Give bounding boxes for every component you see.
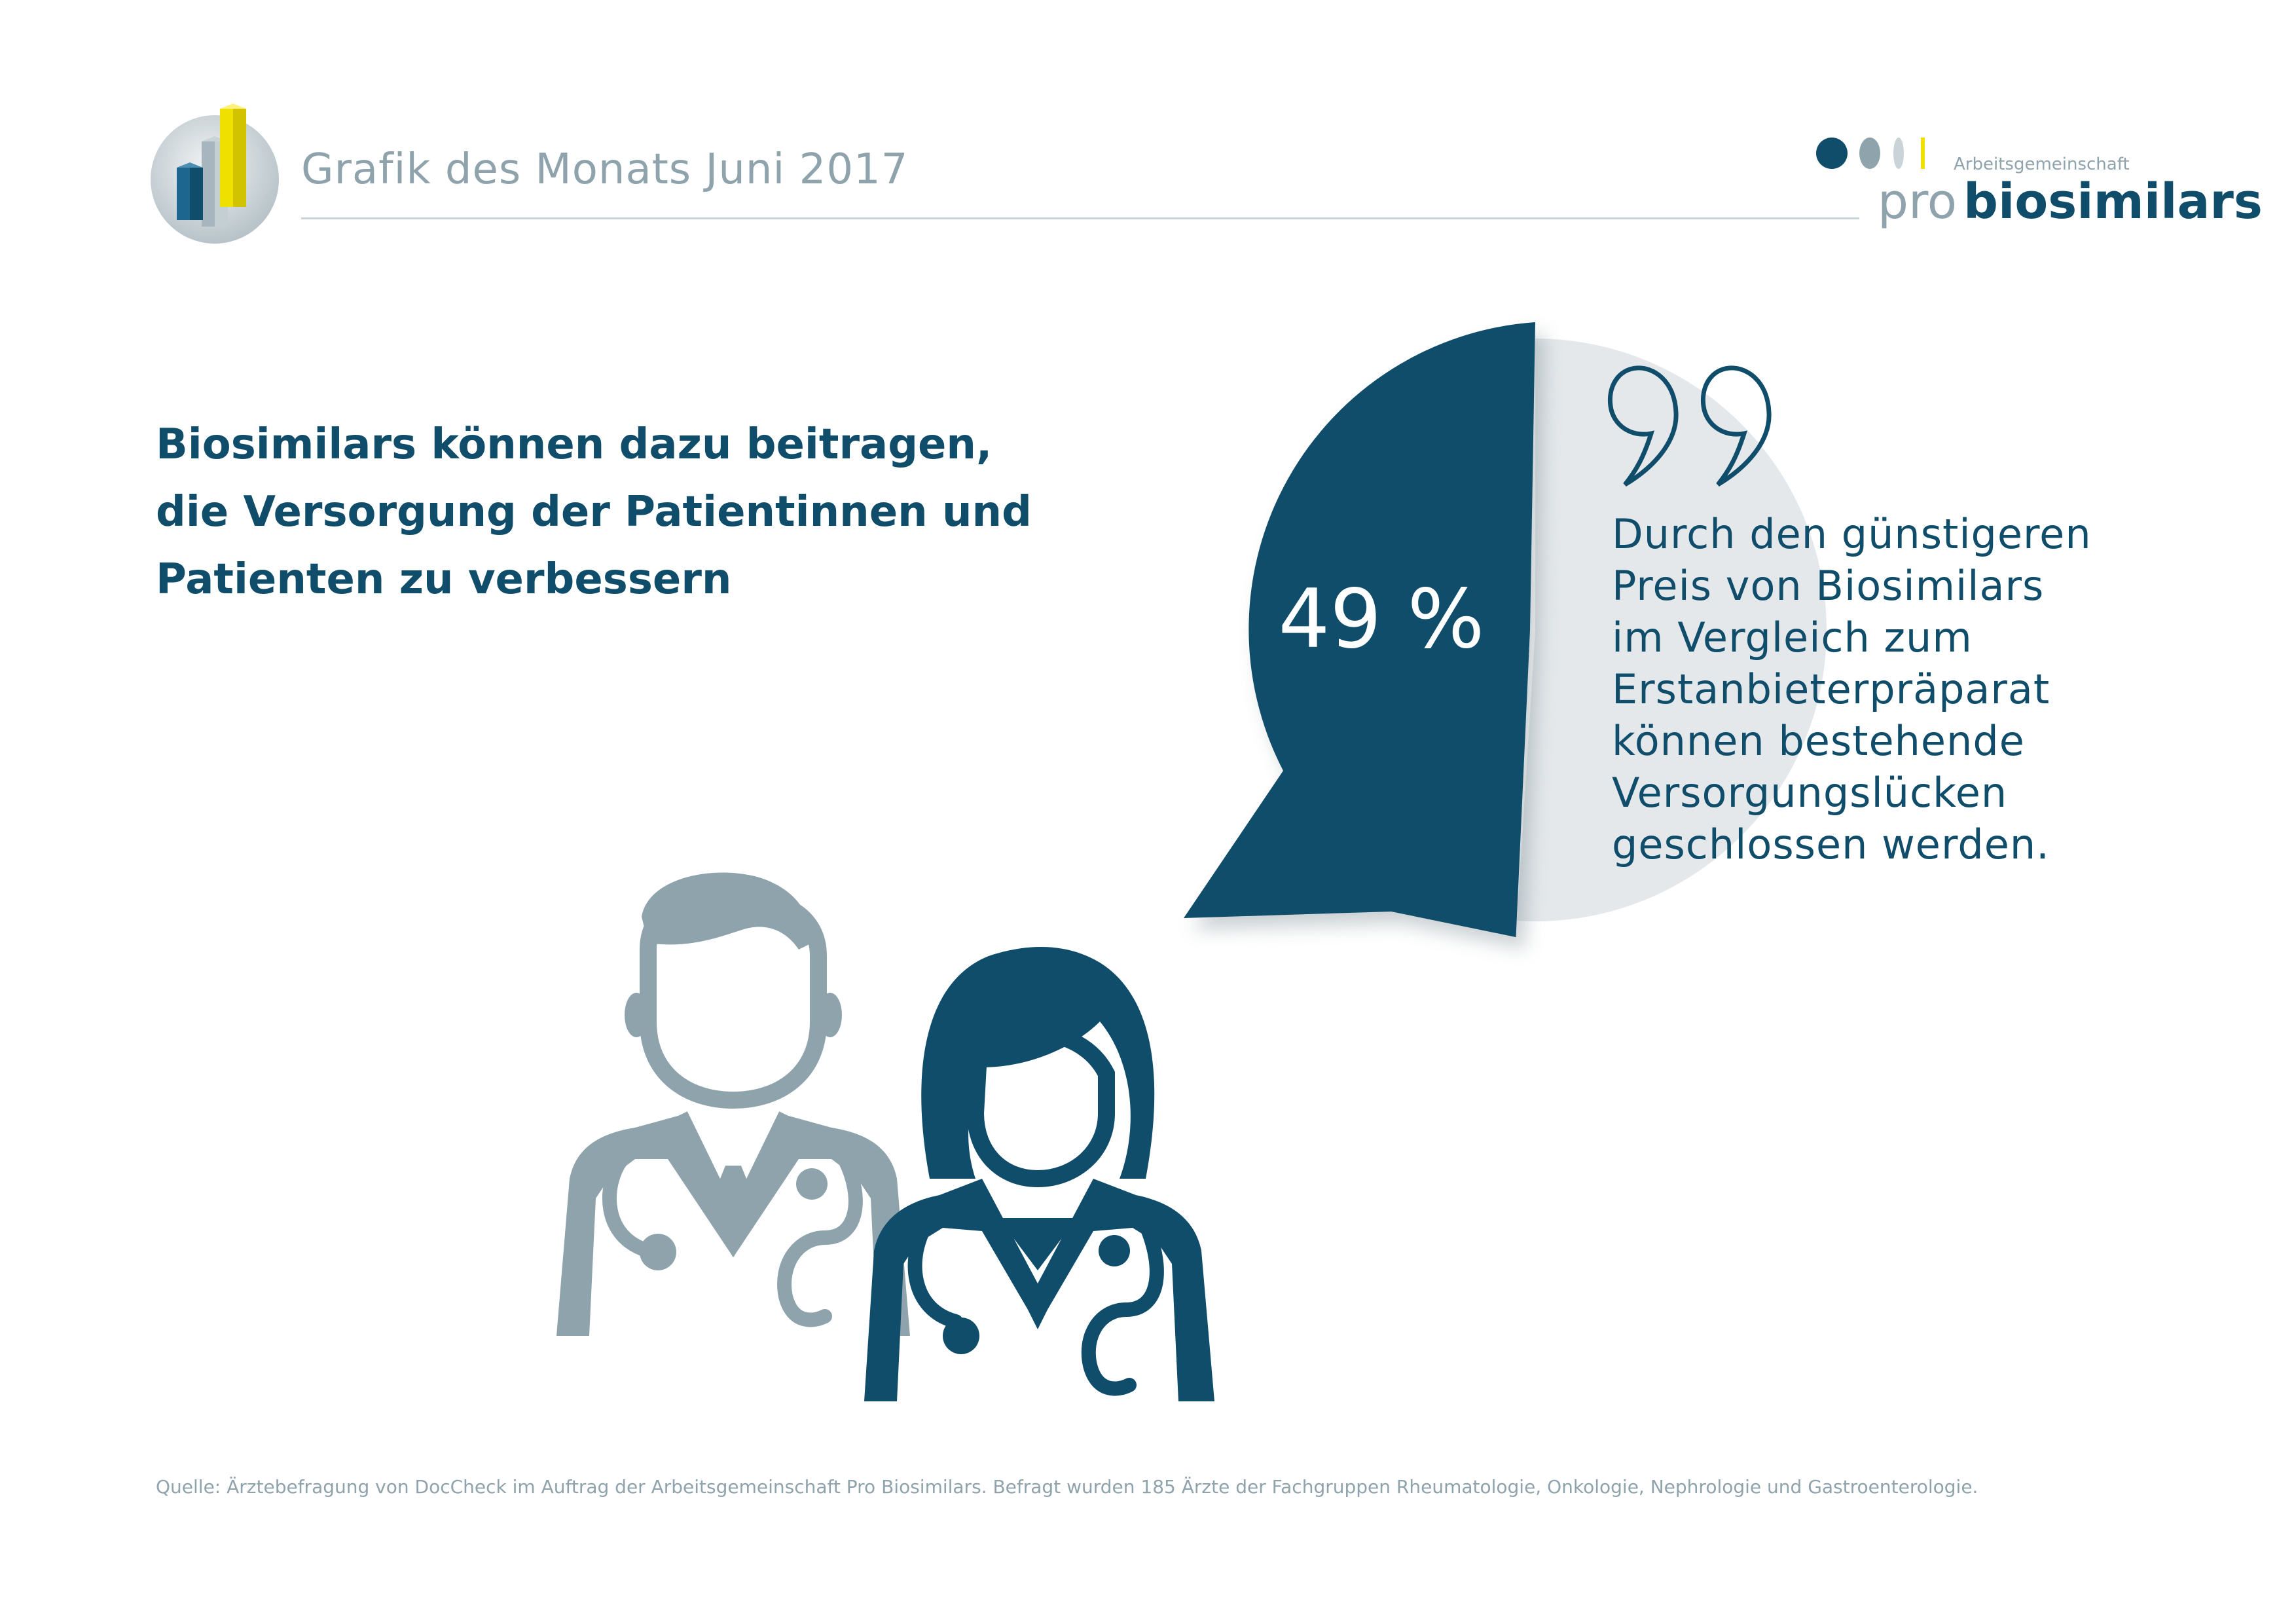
- source-note: Quelle: Ärztebefragung von DocCheck im A…: [156, 1476, 1978, 1498]
- quote-line: Durch den günstigeren: [1612, 510, 2092, 558]
- pie-slice-dark: [1184, 322, 1535, 938]
- female-doctor-icon: [864, 947, 1214, 1401]
- headline: Biosimilars können dazu beitragen, die V…: [156, 420, 1032, 604]
- quote-text: Durch den günstigeren Preis von Biosimil…: [1612, 508, 2136, 870]
- quote-line: geschlossen werden.: [1612, 821, 2050, 868]
- male-doctor-icon: [556, 872, 910, 1336]
- logo-word-biosimilars: biosimilars: [1963, 174, 2263, 230]
- bar-chart-badge-icon: [151, 103, 279, 244]
- quote-line: können bestehende: [1612, 717, 2025, 765]
- quote-line: Erstanbieterpräparat: [1612, 665, 2050, 713]
- quote-line: Versorgungslücken: [1612, 769, 2008, 817]
- quote-line: Preis von Biosimilars: [1612, 562, 2045, 610]
- page-title: Grafik des Monats Juni 2017: [301, 145, 909, 194]
- logo-word-pro: pro: [1878, 174, 1958, 230]
- logo-wordmark: pro biosimilars: [1878, 175, 2263, 229]
- logo-dots-icon: [1816, 138, 1925, 169]
- header-divider: [301, 217, 1859, 219]
- quote-line: im Vergleich zum: [1612, 614, 1973, 661]
- logo-supertitle: Arbeitsgemeinschaft: [1954, 155, 2130, 174]
- quote-marks-icon: [1607, 365, 1772, 487]
- data-label-49-percent: 49 %: [1278, 572, 1485, 667]
- pie-slice-light: [1517, 339, 1827, 921]
